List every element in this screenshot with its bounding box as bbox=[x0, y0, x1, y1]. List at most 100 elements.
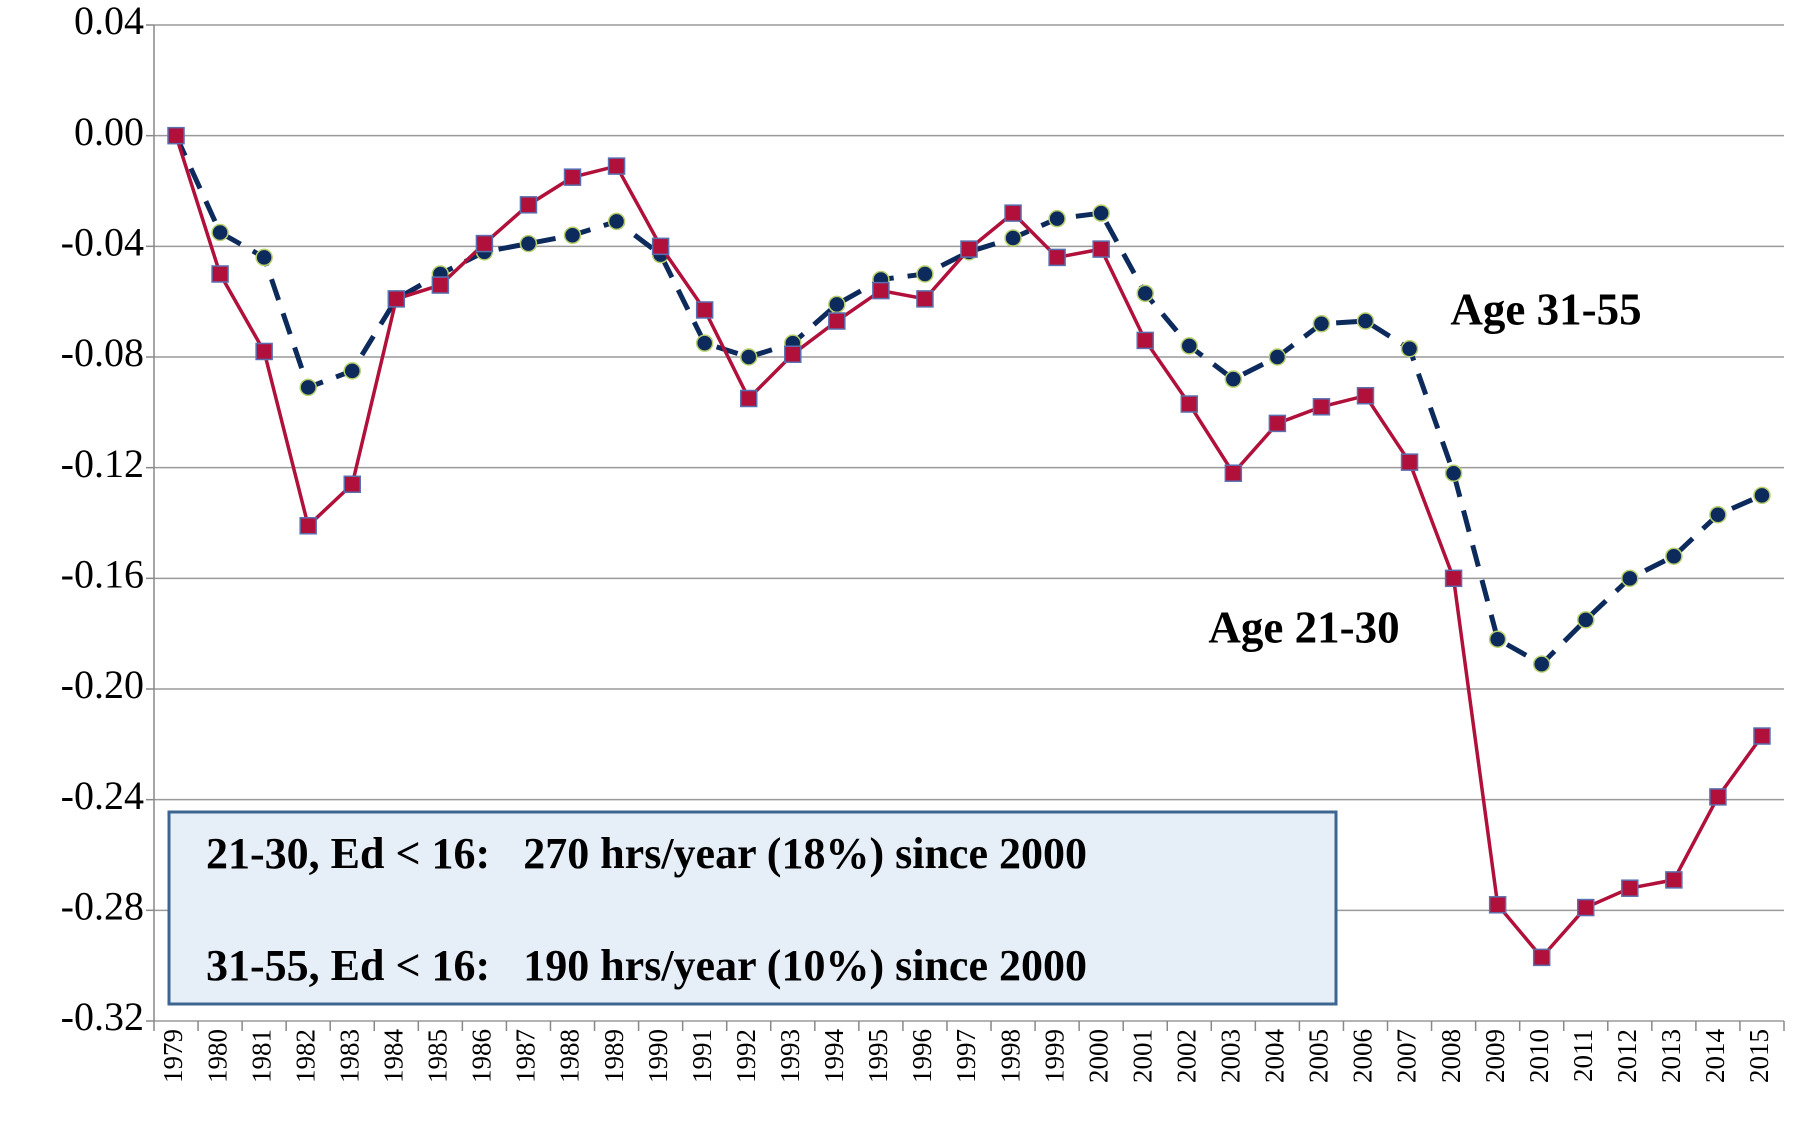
point bbox=[1356, 386, 1375, 405]
point bbox=[211, 265, 229, 283]
annotation: 31-55, Ed < 16: 190 hrs/year (10%) since… bbox=[206, 941, 1087, 990]
x-tick-label: 1987 bbox=[511, 1029, 541, 1083]
point bbox=[299, 517, 317, 535]
point bbox=[1488, 630, 1507, 648]
x-tick-label: 2003 bbox=[1216, 1029, 1246, 1083]
point bbox=[1004, 204, 1022, 222]
series-label: Age 21-30 bbox=[1208, 602, 1399, 652]
x-tick-label: 2010 bbox=[1524, 1029, 1554, 1083]
series-line bbox=[173, 134, 1763, 668]
point bbox=[739, 348, 758, 366]
x-tick-label: 2000 bbox=[1083, 1029, 1113, 1083]
point bbox=[1048, 248, 1066, 267]
x-tick-label: 1995 bbox=[863, 1029, 893, 1083]
point bbox=[1004, 229, 1022, 247]
point bbox=[1180, 337, 1199, 355]
x-tick-label: 2006 bbox=[1348, 1029, 1378, 1083]
point bbox=[387, 290, 406, 308]
point bbox=[651, 237, 670, 256]
y-tick-label: -0.12 bbox=[61, 441, 144, 486]
point bbox=[1312, 315, 1331, 333]
y-tick-label: 0.04 bbox=[74, 0, 144, 43]
point bbox=[1488, 896, 1507, 914]
point bbox=[1621, 569, 1639, 588]
x-tick-label: 1998 bbox=[995, 1029, 1025, 1083]
y-tick-label: -0.24 bbox=[61, 773, 144, 818]
y-tick-label: -0.20 bbox=[61, 662, 144, 707]
point bbox=[1444, 464, 1463, 482]
x-tick-label: 1993 bbox=[775, 1029, 805, 1083]
point bbox=[1224, 370, 1243, 388]
point bbox=[343, 475, 361, 494]
x-tick-label: 2011 bbox=[1568, 1029, 1598, 1082]
x-tick-label: 1990 bbox=[643, 1029, 673, 1083]
x-tick-label: 2015 bbox=[1744, 1029, 1774, 1083]
point bbox=[1753, 727, 1771, 745]
point bbox=[1444, 569, 1463, 588]
point bbox=[607, 157, 626, 175]
point bbox=[916, 265, 934, 283]
point bbox=[1048, 209, 1066, 228]
x-tick-label: 1986 bbox=[467, 1029, 497, 1083]
point bbox=[739, 389, 758, 408]
point bbox=[211, 223, 229, 242]
point bbox=[475, 234, 494, 253]
point bbox=[916, 290, 934, 308]
x-tick-label: 1982 bbox=[290, 1029, 320, 1083]
annotation-box bbox=[167, 810, 1338, 1006]
y-tick-label: -0.32 bbox=[61, 994, 144, 1039]
point bbox=[1136, 331, 1154, 350]
point bbox=[1665, 547, 1683, 565]
x-tick-label: 2002 bbox=[1171, 1029, 1201, 1083]
x-tick-label: 1983 bbox=[334, 1029, 364, 1083]
point bbox=[1356, 312, 1375, 330]
x-tick-label: 2007 bbox=[1392, 1029, 1422, 1083]
x-tick-label: 2014 bbox=[1700, 1029, 1730, 1084]
x-tick-label: 2001 bbox=[1127, 1029, 1157, 1083]
y-tick-label: 0.00 bbox=[74, 109, 144, 154]
y-tick-label: -0.04 bbox=[61, 220, 144, 265]
point bbox=[828, 312, 846, 330]
point bbox=[1753, 486, 1771, 505]
point bbox=[1268, 414, 1287, 433]
x-tick-label: 1984 bbox=[379, 1029, 409, 1084]
point bbox=[872, 281, 890, 300]
x-tick-label: 1992 bbox=[731, 1029, 761, 1083]
point bbox=[1577, 611, 1595, 629]
point bbox=[695, 301, 714, 319]
x-tick-label: 2013 bbox=[1656, 1029, 1686, 1083]
point bbox=[960, 240, 978, 258]
point bbox=[563, 226, 582, 245]
point bbox=[1180, 395, 1199, 413]
x-tick-label: 2004 bbox=[1260, 1029, 1290, 1084]
y-tick-label: -0.16 bbox=[61, 552, 144, 597]
point bbox=[1532, 655, 1551, 673]
point bbox=[1709, 788, 1727, 806]
y-tick-label: -0.28 bbox=[61, 884, 144, 929]
point bbox=[1136, 284, 1154, 303]
x-tick-label: 1988 bbox=[555, 1029, 585, 1083]
point bbox=[1400, 453, 1419, 471]
x-tick-label: 2005 bbox=[1304, 1029, 1334, 1083]
point bbox=[828, 295, 846, 314]
point bbox=[1532, 948, 1551, 967]
point bbox=[695, 334, 714, 352]
point bbox=[431, 276, 450, 294]
point bbox=[519, 234, 538, 253]
point bbox=[1268, 348, 1287, 366]
x-tick-label: 2008 bbox=[1436, 1029, 1466, 1083]
x-tick-label: 1981 bbox=[246, 1029, 276, 1083]
point bbox=[299, 378, 317, 397]
point bbox=[1621, 879, 1639, 897]
point bbox=[519, 196, 538, 214]
annotation: 21-30, Ed < 16: 270 hrs/year (18%) since… bbox=[206, 829, 1087, 878]
point bbox=[1312, 398, 1331, 416]
point bbox=[1092, 204, 1110, 222]
point bbox=[1709, 505, 1727, 524]
x-tick-label: 1996 bbox=[907, 1029, 937, 1083]
x-tick-label: 1985 bbox=[423, 1029, 453, 1083]
point bbox=[1665, 871, 1683, 889]
x-tick-label: 1994 bbox=[819, 1029, 849, 1084]
point bbox=[1400, 339, 1419, 358]
